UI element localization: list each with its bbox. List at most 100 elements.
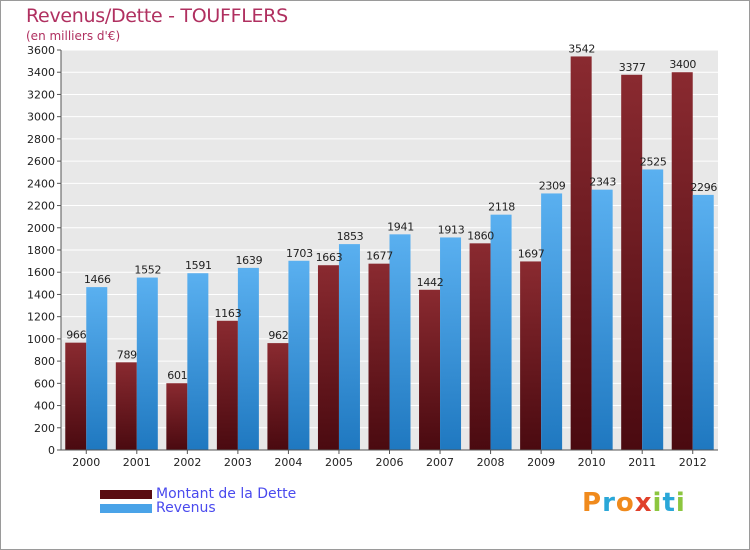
x-tick-label: 2009 bbox=[527, 456, 555, 469]
bar-revenue bbox=[136, 277, 158, 450]
y-tick-label: 3400 bbox=[27, 66, 55, 79]
x-tick-label: 2006 bbox=[376, 456, 404, 469]
bar-revenue bbox=[591, 189, 613, 450]
data-labels: 966 1466 789 1552 601 1591 1163 1639 962 1703 1663… bbox=[66, 42, 718, 382]
data-label-revenue: 2118 bbox=[488, 201, 515, 214]
y-tick-label: 200 bbox=[34, 422, 55, 435]
data-label-revenue: 1639 bbox=[235, 254, 262, 267]
axes: 0 200 400 600 800 1000 1200 1400 1600 1800 2000 220… bbox=[27, 44, 718, 469]
x-tick-label: 2000 bbox=[72, 456, 100, 469]
data-label-debt: 1697 bbox=[518, 247, 545, 260]
x-tick-label: 2007 bbox=[426, 456, 454, 469]
y-tick-label: 600 bbox=[34, 377, 55, 390]
bar-debt bbox=[570, 56, 592, 450]
x-tick-label: 2002 bbox=[173, 456, 201, 469]
data-label-revenue: 2296 bbox=[690, 181, 717, 194]
data-label-debt: 1442 bbox=[417, 276, 444, 289]
bar-revenue bbox=[642, 169, 664, 450]
x-tick-label: 2001 bbox=[123, 456, 151, 469]
data-label-revenue: 2525 bbox=[640, 155, 667, 168]
y-tick-label: 2000 bbox=[27, 222, 55, 235]
bar-debt bbox=[368, 263, 390, 450]
y-tick-label: 2800 bbox=[27, 133, 55, 146]
logo-letter: o bbox=[615, 488, 635, 518]
x-tick-label: 2011 bbox=[628, 456, 656, 469]
bar-debt bbox=[267, 343, 289, 450]
data-label-debt: 601 bbox=[167, 369, 187, 382]
bar-debt bbox=[621, 74, 643, 451]
bar-revenue bbox=[237, 267, 259, 450]
y-tick-label: 1600 bbox=[27, 266, 55, 279]
bar-debt bbox=[671, 72, 693, 450]
bar-revenue bbox=[541, 193, 563, 450]
y-tick-label: 3200 bbox=[27, 88, 55, 101]
y-tick-label: 1000 bbox=[27, 333, 55, 346]
bar-revenue bbox=[86, 287, 108, 450]
data-label-debt: 1163 bbox=[214, 307, 241, 320]
x-tick-label: 2008 bbox=[477, 456, 505, 469]
legend-label-revenue: Revenus bbox=[156, 500, 216, 516]
data-label-revenue: 1703 bbox=[286, 247, 313, 260]
bar-revenue bbox=[490, 214, 512, 450]
bar-debt bbox=[216, 320, 238, 450]
y-tick-label: 1400 bbox=[27, 288, 55, 301]
bar-debt bbox=[419, 289, 441, 450]
data-label-revenue: 1466 bbox=[84, 273, 111, 286]
logo-letter: P bbox=[582, 488, 603, 518]
bar-debt bbox=[520, 261, 542, 450]
logo-letter: t bbox=[662, 488, 676, 518]
bar-revenue bbox=[187, 273, 209, 450]
bar-debt bbox=[166, 383, 188, 450]
x-tick-label: 2012 bbox=[679, 456, 707, 469]
chart-subtitle: (en milliers d'€) bbox=[26, 29, 121, 43]
y-tick-label: 400 bbox=[34, 400, 55, 413]
logo-letter: r bbox=[602, 488, 616, 518]
chart-title: Revenus/Dette - TOUFFLERS bbox=[26, 5, 288, 27]
data-label-revenue: 2343 bbox=[589, 176, 616, 189]
bar-debt bbox=[65, 342, 87, 450]
logo-letter: i bbox=[652, 488, 663, 518]
data-label-debt: 1663 bbox=[316, 251, 343, 264]
logo-letter: x bbox=[634, 488, 653, 518]
bar-revenue bbox=[288, 260, 310, 450]
data-label-debt: 962 bbox=[268, 329, 288, 342]
x-tick-label: 2004 bbox=[274, 456, 302, 469]
bar-revenue bbox=[338, 244, 360, 450]
y-tick-label: 800 bbox=[34, 355, 55, 368]
data-label-revenue: 1853 bbox=[337, 230, 364, 243]
y-tick-label: 3000 bbox=[27, 111, 55, 124]
bar-revenue bbox=[389, 234, 411, 450]
bars bbox=[65, 56, 714, 451]
y-tick-label: 2400 bbox=[27, 177, 55, 190]
data-label-debt: 3400 bbox=[669, 58, 696, 71]
data-label-debt: 1677 bbox=[366, 250, 393, 263]
x-tick-label: 2010 bbox=[578, 456, 606, 469]
data-label-debt: 3542 bbox=[568, 42, 595, 55]
bar-revenue bbox=[440, 237, 462, 450]
y-tick-label: 0 bbox=[48, 444, 55, 457]
bar-debt bbox=[115, 362, 137, 450]
data-label-debt: 3377 bbox=[619, 61, 646, 74]
data-label-revenue: 1552 bbox=[134, 264, 161, 277]
x-tick-label: 2003 bbox=[224, 456, 252, 469]
data-label-revenue: 2309 bbox=[539, 179, 566, 192]
y-tick-label: 1800 bbox=[27, 244, 55, 257]
y-tick-label: 2600 bbox=[27, 155, 55, 168]
data-label-revenue: 1941 bbox=[387, 220, 414, 233]
bar-debt bbox=[317, 265, 339, 450]
bar-debt bbox=[469, 243, 491, 450]
proxiti-logo: Proxiti bbox=[582, 488, 686, 518]
data-label-debt: 1860 bbox=[467, 229, 494, 242]
legend-swatch-revenue bbox=[100, 504, 152, 513]
y-tick-label: 1200 bbox=[27, 311, 55, 324]
y-tick-label: 2200 bbox=[27, 200, 55, 213]
logo-letter: i bbox=[675, 488, 686, 518]
legend-label-debt: Montant de la Dette bbox=[156, 486, 297, 502]
data-label-debt: 966 bbox=[66, 329, 86, 342]
x-tick-label: 2005 bbox=[325, 456, 353, 469]
data-label-revenue: 1913 bbox=[438, 223, 465, 236]
data-label-revenue: 1591 bbox=[185, 259, 212, 272]
data-label-debt: 789 bbox=[117, 348, 137, 361]
bar-revenue bbox=[692, 194, 714, 450]
